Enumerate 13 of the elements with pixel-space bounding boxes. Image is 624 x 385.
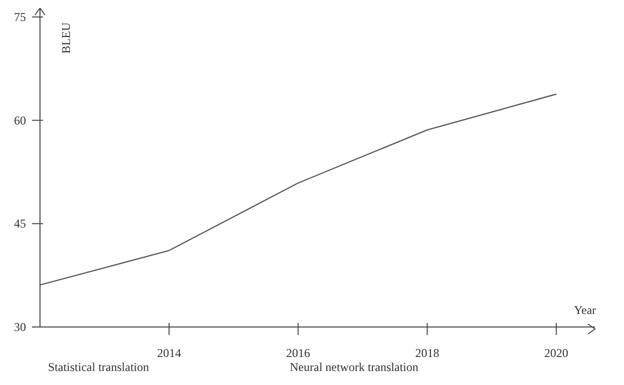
y-tick-label: 30 bbox=[14, 320, 26, 334]
y-tick-label: 45 bbox=[14, 216, 26, 231]
x-tick-label: 2020 bbox=[544, 346, 568, 360]
text: Statistical translation bbox=[48, 360, 149, 374]
line-series bbox=[40, 94, 557, 286]
x-tick-label: 2018 bbox=[415, 346, 440, 360]
y-tick-label: 60 bbox=[14, 113, 26, 128]
x-tick-label: 2016 bbox=[286, 346, 310, 360]
x-tick-label: 2014 bbox=[157, 346, 182, 360]
x-axis-title: Year bbox=[574, 303, 596, 317]
y-tick-label: 75 bbox=[14, 10, 26, 24]
text: Neural network translation bbox=[290, 360, 418, 374]
y-axis-title: BLEU bbox=[59, 22, 73, 54]
